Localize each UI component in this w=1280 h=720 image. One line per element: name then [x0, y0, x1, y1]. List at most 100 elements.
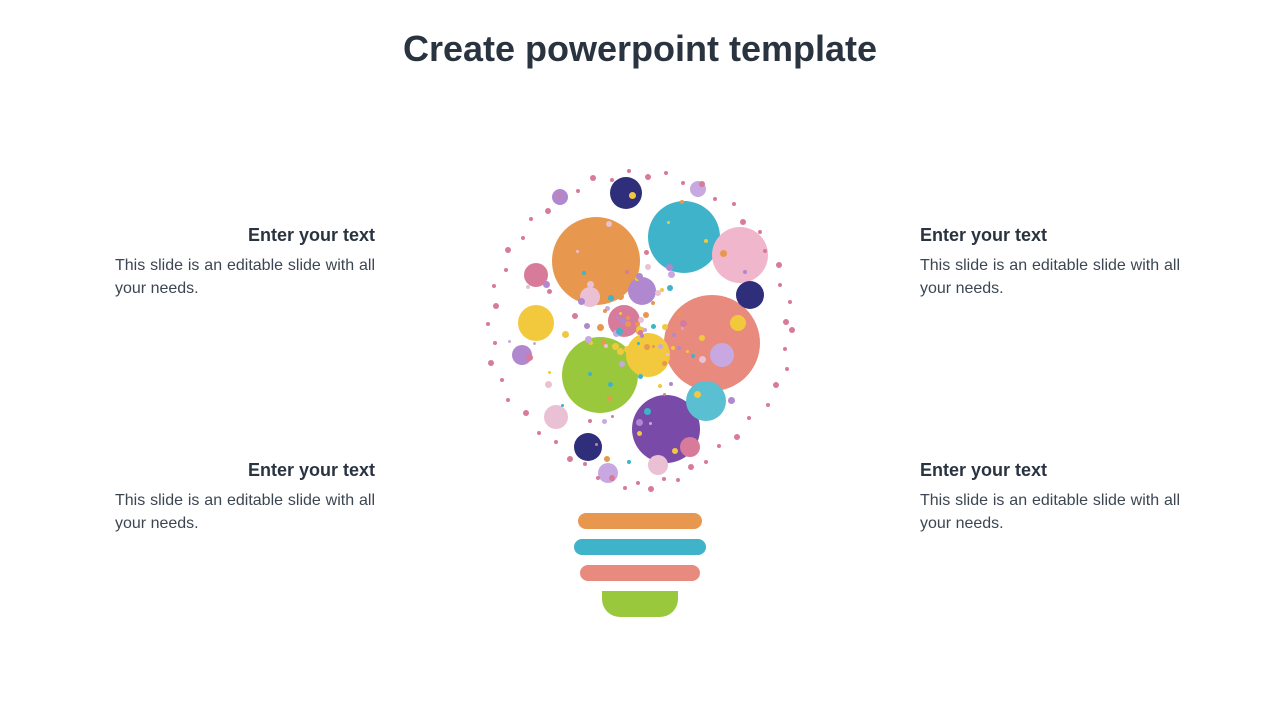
bulb-dot — [545, 381, 552, 388]
bulb-dot — [672, 333, 676, 337]
bulb-dot — [758, 230, 762, 234]
bulb-dot — [732, 202, 736, 206]
bulb-dot — [662, 324, 668, 330]
bulb-dot — [554, 440, 558, 444]
bulb-dot — [670, 225, 676, 231]
bulb-dot — [506, 398, 510, 402]
bulb-dot — [493, 303, 499, 309]
bulb-dot — [643, 312, 649, 318]
bulb-dot — [717, 444, 721, 448]
bulb-dot — [590, 175, 596, 181]
bulb-dot — [667, 221, 670, 224]
bulb-circle — [664, 295, 760, 391]
bulb-dot — [688, 464, 694, 470]
slide-title: Create powerpoint template — [0, 28, 1280, 70]
bulb-dot — [500, 378, 504, 382]
bulb-dot — [562, 331, 569, 338]
bulb-dot — [783, 319, 789, 325]
text-block-body: This slide is an editable slide with all… — [920, 489, 1180, 535]
bulb-dot — [603, 309, 607, 313]
bulb-dot — [672, 448, 678, 454]
bulb-dot — [488, 360, 494, 366]
bulb-dot — [740, 219, 746, 225]
bulb-dot — [766, 403, 770, 407]
lightbulb-infographic — [480, 165, 800, 665]
bulb-dot — [669, 382, 673, 386]
text-block-heading: Enter your text — [920, 460, 1180, 481]
bulb-dot — [662, 477, 666, 481]
bulb-dot — [648, 486, 654, 492]
bulb-dot — [783, 347, 787, 351]
bulb-dot — [604, 456, 610, 462]
bulb-dot — [543, 281, 550, 288]
bulb-circle — [648, 455, 668, 475]
bulb-dot — [645, 174, 651, 180]
bulb-dot — [645, 264, 651, 270]
bulb-dot — [529, 217, 533, 221]
bulb-dot — [627, 169, 631, 173]
bulb-circle — [552, 189, 568, 205]
bulb-dot — [576, 250, 579, 253]
bulb-dot — [504, 268, 508, 272]
bulb-circle — [598, 463, 618, 483]
bulb-dot — [776, 262, 782, 268]
bulb-dot — [638, 317, 644, 323]
bulb-circle — [518, 305, 554, 341]
text-block-heading: Enter your text — [920, 225, 1180, 246]
bulb-dot — [637, 342, 640, 345]
bulb-circle — [686, 381, 726, 421]
bulb-dot — [547, 289, 552, 294]
bulb-dot — [561, 404, 564, 407]
bulb-circle — [736, 281, 764, 309]
bulb-dot — [631, 258, 635, 262]
bulb-dot — [713, 197, 717, 201]
bulb-dot — [658, 384, 662, 388]
bulb-dot — [699, 356, 706, 363]
bulb-dot — [638, 374, 643, 379]
bulb-base-bar — [574, 539, 706, 555]
bulb-dot — [567, 456, 573, 462]
bulb-dot — [668, 271, 675, 278]
bulb-dot — [704, 239, 708, 243]
bulb-base-bar — [578, 513, 702, 529]
bulb-dot — [526, 354, 533, 361]
bulb-dot — [699, 181, 705, 187]
bulb-dot — [728, 397, 735, 404]
bulb-dot — [681, 181, 685, 185]
bulb-circle — [648, 201, 720, 273]
bulb-dot — [616, 316, 619, 319]
bulb-dot — [583, 462, 587, 466]
bulb-dot — [636, 481, 640, 485]
bulb-dot — [616, 328, 623, 335]
text-block-body: This slide is an editable slide with all… — [115, 254, 375, 300]
bulb-dot — [584, 323, 590, 329]
bulb-dot — [720, 250, 727, 257]
bulb-dot — [548, 371, 551, 374]
bulb-dot — [638, 330, 643, 335]
text-block-2: Enter your text This slide is an editable… — [920, 225, 1180, 300]
bulb-dot — [677, 346, 681, 350]
bulb-dot — [789, 327, 795, 333]
bulb-dot — [611, 415, 614, 418]
text-block-body: This slide is an editable slide with all… — [115, 489, 375, 535]
bulb-dot — [508, 340, 511, 343]
text-block-body: This slide is an editable slide with all… — [920, 254, 1180, 300]
bulb-circle — [710, 343, 734, 367]
bulb-dot — [734, 434, 740, 440]
bulb-dot — [617, 293, 624, 300]
bulb-dot — [651, 324, 656, 329]
bulb-dot — [704, 460, 708, 464]
bulb-dot — [493, 341, 497, 345]
bulb-dot — [788, 300, 792, 304]
text-block-1: Enter your text This slide is an editable… — [115, 225, 375, 300]
bulb-dot — [686, 350, 689, 353]
bulb-dot — [604, 344, 608, 348]
bulb-circle — [680, 437, 700, 457]
bulb-dot — [587, 281, 594, 288]
bulb-dot — [521, 236, 525, 240]
bulb-dot — [486, 322, 490, 326]
text-block-heading: Enter your text — [115, 225, 375, 246]
bulb-circle — [730, 315, 746, 331]
bulb-dot — [585, 336, 592, 343]
bulb-dot — [655, 290, 661, 296]
